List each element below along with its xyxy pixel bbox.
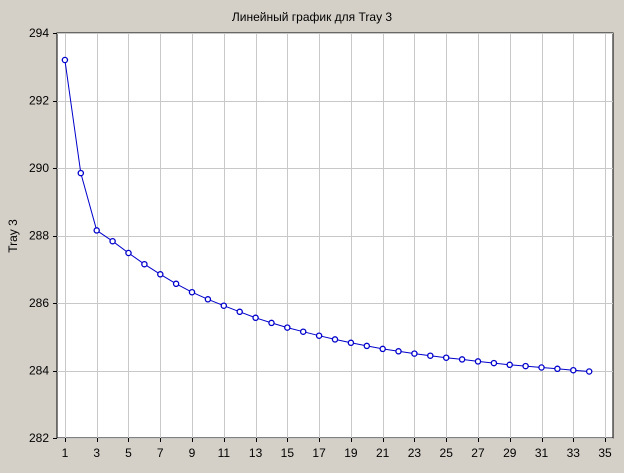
data-point xyxy=(236,308,243,316)
data-point xyxy=(458,356,466,363)
data-point xyxy=(395,348,402,355)
chart-title: Линейный график для Tray 3 xyxy=(232,10,392,24)
x-tick-label: 3 xyxy=(93,446,100,460)
data-point xyxy=(109,237,116,245)
data-point xyxy=(188,288,196,296)
x-tick-label: 15 xyxy=(281,446,295,460)
x-tick-label: 19 xyxy=(344,446,358,460)
plot-area xyxy=(56,32,614,439)
data-point xyxy=(347,339,355,347)
x-tick-label: 35 xyxy=(598,446,612,460)
data-point xyxy=(363,342,371,350)
data-point xyxy=(522,362,529,370)
data-point xyxy=(204,296,212,303)
y-tick-label: 286 xyxy=(29,296,49,310)
data-point xyxy=(554,365,561,373)
x-tick-label: 21 xyxy=(376,446,390,460)
grid xyxy=(57,33,613,439)
data-point xyxy=(220,302,228,309)
x-tick-label: 7 xyxy=(157,446,164,460)
x-tick-label: 27 xyxy=(471,446,485,460)
x-tick-label: 9 xyxy=(189,446,196,460)
data-point xyxy=(61,56,69,64)
data-point xyxy=(172,280,180,288)
data-point xyxy=(585,368,593,375)
data-point xyxy=(77,169,85,177)
data-point xyxy=(299,328,307,335)
data-point xyxy=(411,350,418,357)
data-point xyxy=(474,358,482,365)
axis-ticks: 1 3 5 7 9 11 13 15 17 19 21 23 25 27 29 31 33 35282284286… xyxy=(29,26,612,460)
data-point xyxy=(315,332,323,339)
x-tick-label: 33 xyxy=(567,446,581,460)
x-tick-label: 1 xyxy=(62,446,69,460)
x-tick-label: 17 xyxy=(312,446,326,460)
y-tick-label: 290 xyxy=(29,161,49,175)
data-point xyxy=(490,359,498,367)
data-point xyxy=(268,319,275,327)
data-point xyxy=(252,314,259,322)
data-point xyxy=(93,227,100,234)
x-tick-label: 29 xyxy=(503,446,517,460)
series-layer xyxy=(61,56,593,375)
data-point xyxy=(141,260,148,268)
data-point xyxy=(538,364,545,371)
x-tick-label: 11 xyxy=(218,446,231,460)
x-tick-label: 31 xyxy=(535,446,549,460)
y-tick-label: 288 xyxy=(29,229,49,243)
y-tick-label: 294 xyxy=(29,26,49,40)
x-tick-label: 25 xyxy=(440,446,454,460)
data-point xyxy=(284,324,291,331)
x-tick-label: 13 xyxy=(249,446,263,460)
data-point xyxy=(331,336,339,343)
y-tick-label: 292 xyxy=(29,94,49,108)
x-tick-label: 23 xyxy=(408,446,422,460)
data-point xyxy=(157,271,164,278)
x-tick-label: 5 xyxy=(125,446,132,460)
data-point xyxy=(570,366,577,374)
y-tick-label: 282 xyxy=(29,431,49,445)
data-point xyxy=(427,352,434,359)
data-point xyxy=(379,345,386,353)
data-point xyxy=(125,249,132,257)
y-tick-label: 284 xyxy=(29,364,49,378)
y-axis-label: Tray 3 xyxy=(6,219,20,253)
data-point xyxy=(506,361,513,369)
series-line xyxy=(64,59,590,372)
data-point xyxy=(442,354,450,361)
